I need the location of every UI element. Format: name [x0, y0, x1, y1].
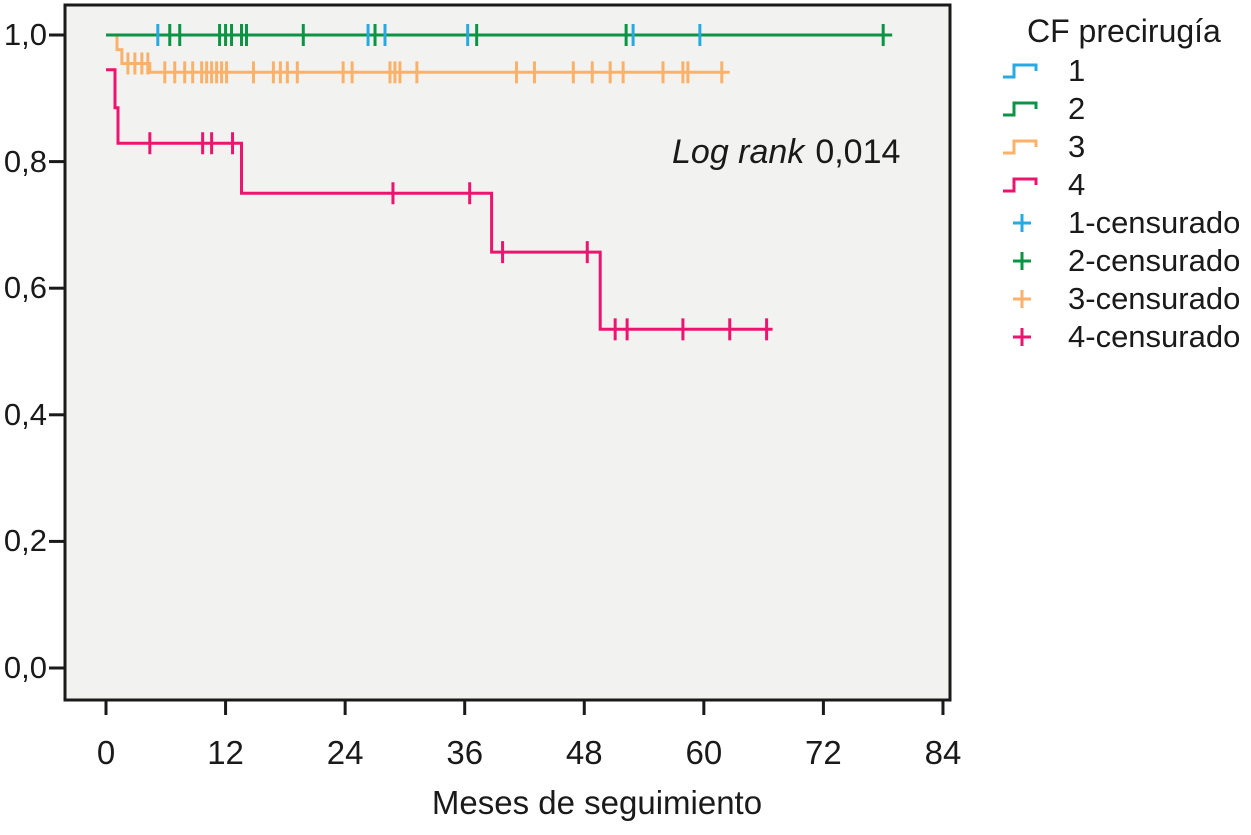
legend-item-label: 2	[1068, 91, 1086, 126]
x-tick-label: 36	[446, 734, 484, 771]
step-line-swatch	[1003, 177, 1038, 193]
legend-item-4: 4	[1002, 166, 1250, 204]
y-tick-label: 1,0	[3, 17, 47, 52]
y-tick-label: 0,6	[3, 270, 47, 306]
y-tick-label: 0,0	[3, 650, 47, 685]
censor-marks-1	[156, 24, 702, 46]
plus-censored-icon	[1013, 252, 1031, 270]
x-tick-label: 12	[207, 734, 244, 771]
x-tick-label: 84	[924, 734, 962, 771]
legend: CF precirugía 1 2 3 4 1-censurado 2-censurado…	[1002, 12, 1250, 356]
legend-item-1-censurado: 1-censurado	[1002, 204, 1250, 242]
censor-marks-3	[126, 52, 724, 84]
legend-item-2-censurado: 2-censurado	[1002, 242, 1250, 280]
step-line-swatch	[1003, 63, 1038, 79]
legend-item-3: 3	[1002, 128, 1250, 166]
x-tick-label: 72	[805, 734, 842, 771]
legend-item-label: 3	[1068, 129, 1086, 164]
step-line-swatch	[1003, 101, 1038, 117]
legend-item-label: 2-censurado	[1068, 243, 1241, 278]
y-tick-label: 0,8	[3, 143, 47, 179]
legend-item-label: 4	[1068, 167, 1086, 202]
x-tick-label: 24	[326, 734, 364, 771]
legend-rows: 1 2 3 4 1-censurado 2-censurado 3-censurado 4-c…	[1002, 52, 1250, 356]
legend-item-label: 4-censurado	[1068, 319, 1241, 354]
log-rank-label: Log rank	[672, 133, 805, 171]
log-rank-value: 0,014	[815, 133, 901, 171]
legend-item-label: 1-censurado	[1068, 205, 1241, 240]
legend-item-2: 2	[1002, 90, 1250, 128]
log-rank-annotation: Log rank 0,014	[672, 133, 900, 172]
plus-censored-icon	[1013, 290, 1031, 308]
legend-title: CF precirugía	[1027, 13, 1221, 49]
censor-marks-2	[168, 24, 885, 46]
x-tick-label: 0	[96, 734, 116, 771]
plus-censored-icon	[1013, 328, 1031, 346]
x-tick-label: 60	[685, 734, 723, 771]
y-tick-label: 0,2	[3, 523, 47, 559]
x-tick-label: 48	[565, 734, 603, 771]
plus-censored-icon	[1013, 214, 1031, 232]
plot-frame	[63, 3, 952, 702]
legend-item-4-censurado: 4-censurado	[1002, 318, 1250, 356]
y-tick-label: 0,4	[3, 396, 47, 432]
step-line-swatch	[1003, 139, 1038, 155]
legend-item-label: 3-censurado	[1068, 281, 1241, 316]
legend-item-label: 1	[1068, 53, 1086, 88]
legend-item-3-censurado: 3-censurado	[1002, 280, 1250, 318]
x-axis-title: Meses de seguimiento	[431, 784, 763, 821]
survival-curve-3	[106, 33, 730, 74]
censor-marks-4	[148, 132, 769, 341]
legend-item-1: 1	[1002, 52, 1250, 90]
survival-curve-4	[106, 68, 773, 331]
